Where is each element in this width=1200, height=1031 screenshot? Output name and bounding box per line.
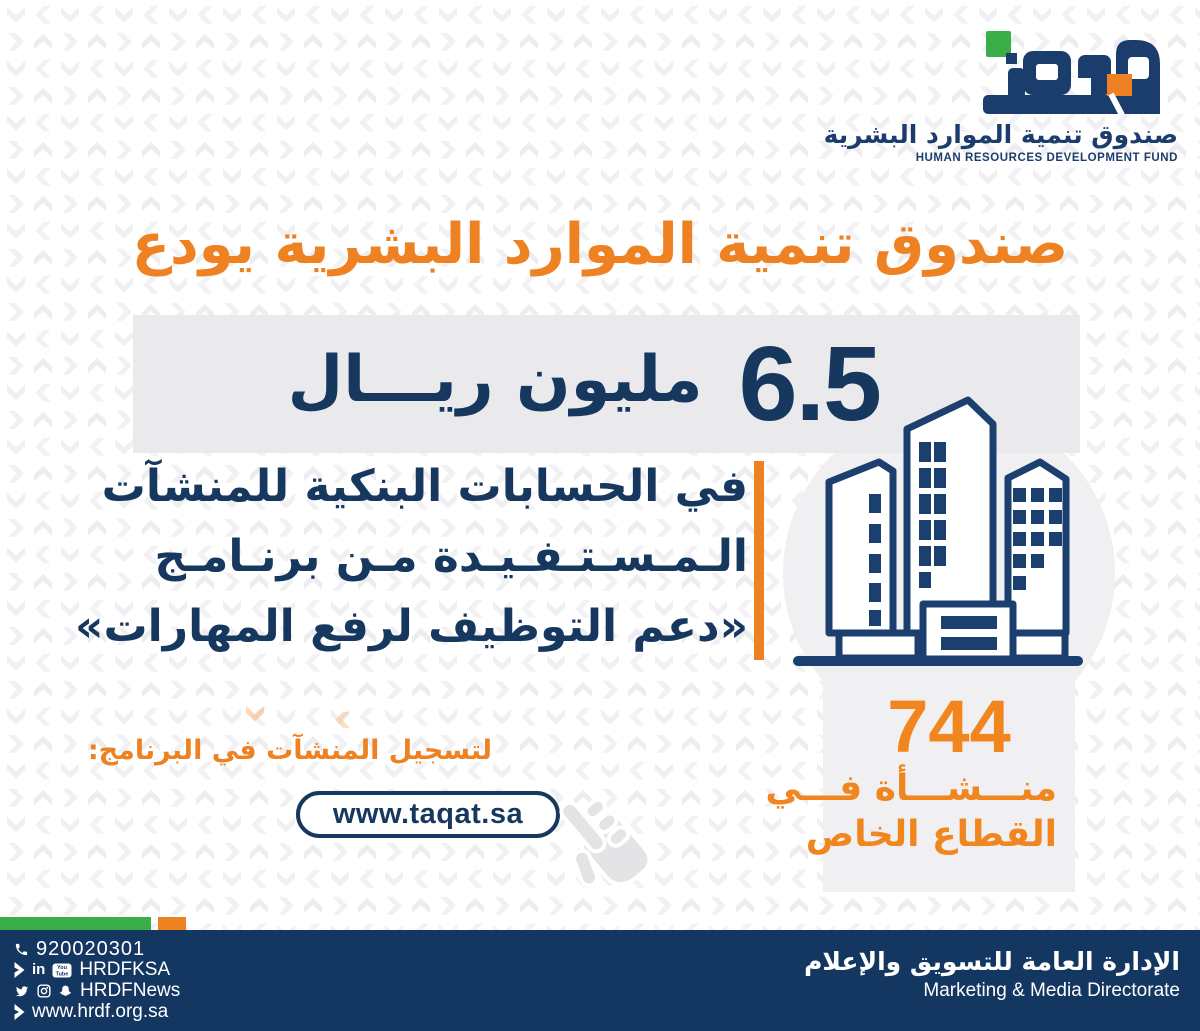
youtube-icon[interactable]: You Tube [52,963,72,978]
cta-label: لتسجيل المنشآت في البرنامج: [87,735,492,766]
stat-line1: منـــشـــأة فـــي [765,768,1057,809]
footer-website-row: www.hrdf.org.sa [14,1002,180,1022]
arrow-icon [14,962,25,978]
department-arabic: الإدارة العامة للتسويق والإعلام [804,947,1180,976]
stat-value: 744 [887,685,1011,768]
footer-website[interactable]: www.hrdf.org.sa [32,1001,169,1022]
stat-line2: القطاع الخاص [805,814,1057,855]
arrow-icon [14,1004,25,1020]
twitter-icon[interactable] [14,984,30,998]
logo-english-name: HUMAN RESOURCES DEVELOPMENT FUND [915,152,1178,164]
description-block: في الحسابات البنكية للمنشآت الـمـسـتـفـي… [75,452,748,662]
footer: 920020301 in You Tube HRDFKSA [0,930,1200,1031]
footer-orange-step [158,917,186,932]
description-line1: في الحسابات البنكية للمنشآت [101,461,748,512]
phone-icon[interactable] [14,942,29,957]
footer-handle-news[interactable]: HRDFNews [80,980,181,1001]
amount-value: 6.5 [738,325,882,443]
headline: صندوق تنمية الموارد البشرية يودع [131,212,1069,277]
footer-social-row-2: HRDFNews [14,981,180,1001]
description-line3: «دعم التوظيف لرفع المهارات» [75,601,748,652]
hrdf-logo-block: صندوق تنمية الموارد البشرية HUMAN RESOUR… [824,24,1178,164]
footer-phone-row: 920020301 [14,939,180,959]
footer-green-bar [0,917,151,930]
hrdf-logo-mark [983,31,1160,117]
footer-handle-main[interactable]: HRDFKSA [79,959,171,980]
amount-unit: مليون ريـــال [287,343,703,417]
department-english: Marketing & Media Directorate [923,980,1180,1001]
hand-cursor-icon [559,797,652,888]
linkedin-icon[interactable]: in [32,961,46,978]
footer-contact-block: 920020301 in You Tube HRDFKSA [14,939,180,1023]
taqat-url-pill[interactable]: www.taqat.sa [296,791,560,838]
instagram-icon[interactable] [37,984,51,998]
orange-chevron-accent [335,712,351,728]
footer-social-row-1: in You Tube HRDFKSA [14,960,180,980]
svg-text:You: You [57,965,67,971]
description-accent-bar [754,461,764,660]
snapchat-icon[interactable] [58,984,73,999]
description-line2: الـمـسـتـفـيـدة مـن برنـامـج [154,531,748,582]
svg-text:Tube: Tube [56,971,69,977]
orange-chevron-accent [246,706,264,722]
footer-phone[interactable]: 920020301 [36,938,146,960]
logo-arabic-name: صندوق تنمية الموارد البشرية [823,120,1178,149]
footer-department-block: الإدارة العامة للتسويق والإعلام Marketin… [804,947,1180,1002]
taqat-url[interactable]: www.taqat.sa [332,798,524,830]
buildings-icon [793,396,1083,666]
